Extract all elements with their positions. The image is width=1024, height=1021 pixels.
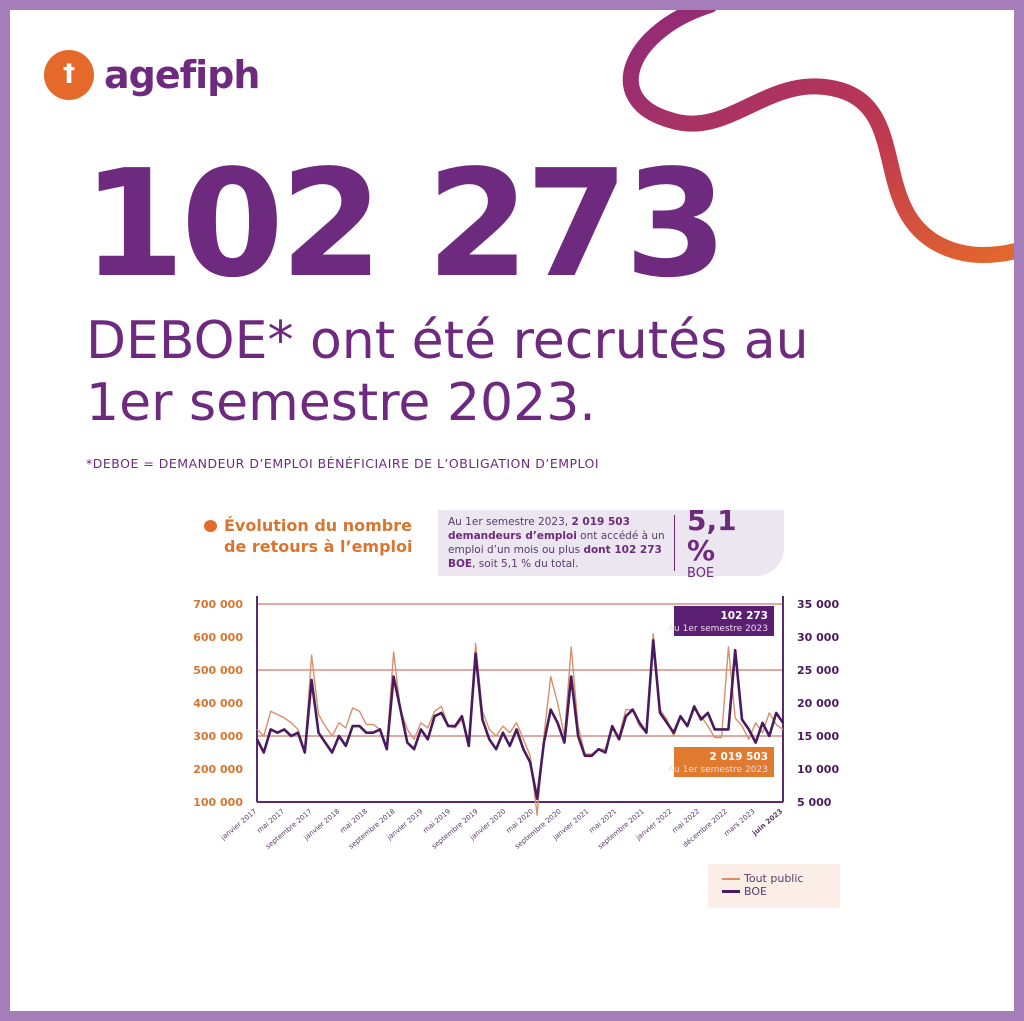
tout-public-annotation-box (674, 747, 774, 777)
chart-title: Évolution du nombre de retours à l’emplo… (204, 515, 424, 557)
right-tick-label: 30 000 (797, 631, 839, 644)
chart-legend: Tout public BOE (708, 864, 840, 908)
right-tick-label: 20 000 (797, 697, 839, 710)
boe-percentage: 5,1 % (687, 503, 737, 567)
left-tick-label: 700 000 (193, 598, 243, 611)
legend-label: BOE (744, 885, 767, 898)
x-tick-label: janvier 2017 (219, 807, 259, 842)
x-tick-label: juin 2023 (750, 807, 784, 837)
tout-public-annotation-value: 2 019 503 (710, 751, 768, 763)
decorative-swoosh (622, 10, 1014, 263)
line-chart: 700 000 600 000 500 000 400 000 300 000 200 0… (193, 596, 839, 851)
series-line-tout-public (256, 633, 784, 816)
legend-label: Tout public (744, 872, 804, 885)
series-line-boe (255, 638, 785, 801)
left-tick-label: 600 000 (193, 631, 243, 644)
right-tick-label: 25 000 (797, 664, 839, 677)
infographic-card: ꝉ agefiph 102 273 DEBOE* ont été recruté… (10, 10, 1014, 1011)
right-tick-label: 5 000 (797, 796, 832, 809)
logo-person-icon: ꝉ (44, 50, 94, 100)
logo-text: agefiph (104, 53, 260, 97)
left-tick-label: 500 000 (193, 664, 243, 677)
hero-number: 102 273 (82, 138, 727, 310)
boe-annotation-box (674, 606, 774, 636)
boe-annotation-label: Au 1er semestre 2023 (668, 624, 768, 634)
legend-swatch-boe (722, 890, 740, 893)
left-tick-label: 200 000 (193, 763, 243, 776)
info-box: Au 1er semestre 2023, 2 019 503 demandeu… (438, 505, 784, 581)
agefiph-logo: ꝉ agefiph (44, 50, 260, 100)
footnote: *DEBOE = DEMANDEUR D’EMPLOI BÉNÉFICIAIRE… (86, 456, 600, 471)
boe-percentage-label: BOE (687, 565, 715, 581)
left-tick-label: 300 000 (193, 730, 243, 743)
legend-swatch-tout-public (722, 877, 740, 880)
boe-annotation-value: 102 273 (721, 610, 769, 622)
tout-public-annotation-label: Au 1er semestre 2023 (668, 765, 768, 775)
info-text: Au 1er semestre 2023, 2 019 503 demandeu… (448, 515, 675, 571)
right-tick-label: 15 000 (797, 730, 839, 743)
right-tick-label: 35 000 (797, 598, 839, 611)
left-tick-label: 400 000 (193, 697, 243, 710)
x-tick-label: mars 2023 (723, 807, 757, 837)
headline: DEBOE* ont été recrutés au 1er semestre … (86, 311, 809, 433)
left-tick-label: 100 000 (193, 796, 243, 809)
right-tick-label: 10 000 (797, 763, 839, 776)
